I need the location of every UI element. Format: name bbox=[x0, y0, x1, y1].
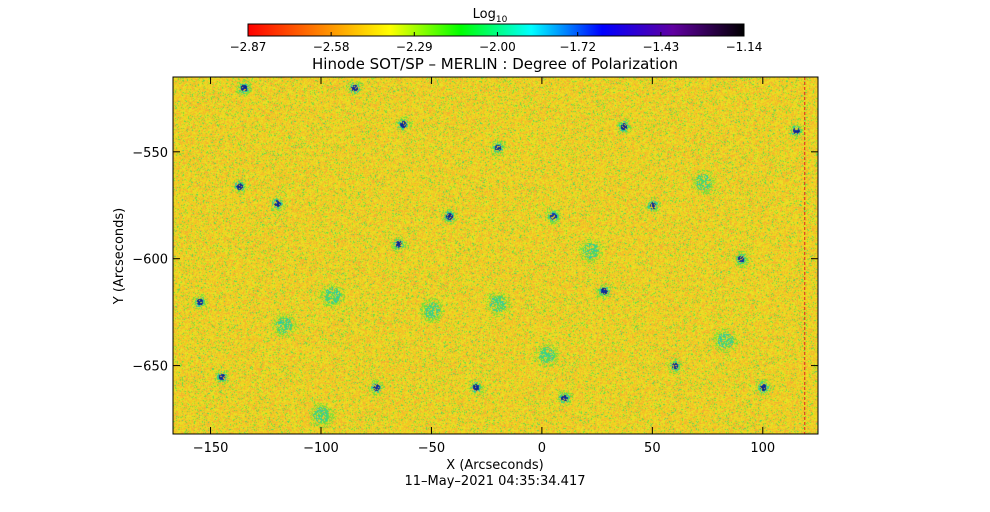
colorbar-tick-label: −1.43 bbox=[642, 40, 679, 54]
colorbar-tick-label: −1.72 bbox=[559, 40, 596, 54]
colorbar-tick-label: −2.00 bbox=[479, 40, 516, 54]
x-tick-label: −150 bbox=[193, 441, 229, 456]
y-axis: −550 −600 −650 bbox=[132, 146, 818, 375]
chart-title: Hinode SOT/SP – MERLIN : Degree of Polar… bbox=[312, 55, 678, 73]
y-axis-label: Y (Arcseconds) bbox=[112, 208, 127, 305]
colorbar-tick-label: −2.87 bbox=[230, 40, 267, 54]
heatmap-area bbox=[173, 77, 818, 434]
y-tick-label: −650 bbox=[132, 360, 168, 375]
colorbar-tick-label: −1.14 bbox=[726, 40, 763, 54]
x-axis-label: X (Arcseconds) bbox=[446, 458, 543, 473]
colorbar bbox=[247, 23, 745, 37]
colorbar-tick-label: −2.29 bbox=[396, 40, 433, 54]
x-tick-label: 50 bbox=[644, 441, 661, 456]
colorbar-ticks: −2.87 −2.58 −2.29 −2.00 −1.72 −1.43 −1.14 bbox=[230, 32, 763, 54]
x-tick-label: −100 bbox=[303, 441, 339, 456]
colorbar-title: Log10 bbox=[473, 7, 508, 25]
x-tick-label: 100 bbox=[750, 441, 775, 456]
y-tick-label: −550 bbox=[132, 146, 168, 161]
colorbar-tick-label: −2.58 bbox=[313, 40, 350, 54]
x-tick-label: −50 bbox=[418, 441, 445, 456]
y-tick-label: −600 bbox=[132, 253, 168, 268]
plot-frame bbox=[172, 76, 819, 435]
timestamp: 11–May–2021 04:35:34.417 bbox=[405, 474, 586, 489]
x-tick-label: 0 bbox=[538, 441, 546, 456]
x-axis: −150 −100 −50 0 50 100 bbox=[193, 77, 775, 456]
